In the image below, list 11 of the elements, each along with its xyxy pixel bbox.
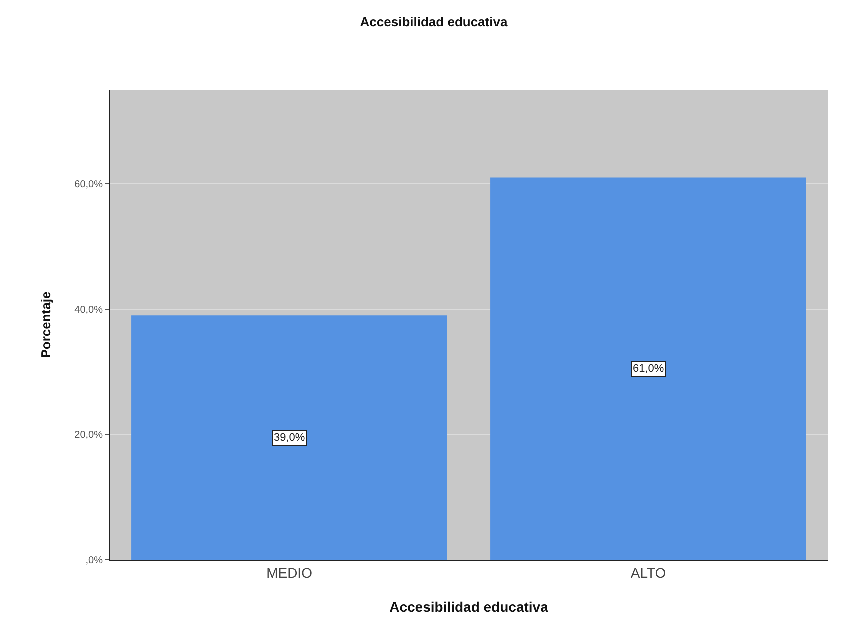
- data-label: 39,0%: [274, 432, 306, 444]
- y-tick-label: 40,0%: [74, 304, 104, 316]
- data-label: 61,0%: [633, 363, 664, 375]
- y-tick-label: 20,0%: [74, 430, 104, 442]
- y-tick-label: ,0%: [86, 556, 104, 566]
- x-axis-title: Accesibilidad educativa: [390, 599, 549, 616]
- y-tick-label: 60,0%: [74, 180, 104, 190]
- x-tick-label: MEDIO: [266, 564, 313, 581]
- y-axis-title: Porcentaje: [38, 292, 54, 358]
- chart-title: Accesibilidad educativa: [360, 14, 508, 30]
- x-tick-label: ALTO: [630, 564, 666, 581]
